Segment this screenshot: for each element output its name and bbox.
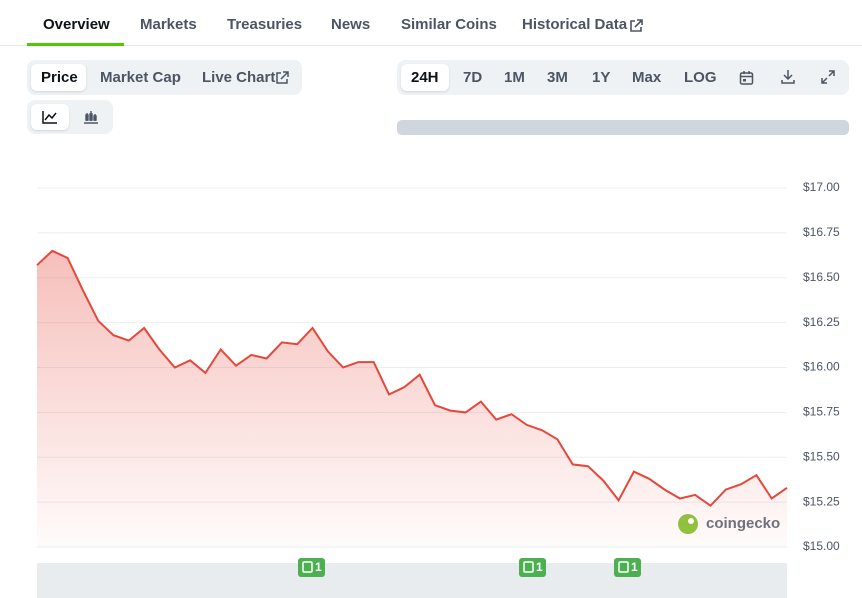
y-tick-label: $16.50 — [803, 270, 840, 284]
range-button[interactable]: 24H — [411, 69, 439, 86]
tab-divider — [0, 45, 862, 46]
y-tick-label: $16.00 — [803, 360, 840, 374]
y-tick-label: $15.00 — [803, 539, 840, 553]
event-icon — [523, 561, 534, 573]
calendar-icon[interactable] — [739, 70, 754, 85]
range-button[interactable]: Max — [632, 69, 662, 86]
range-button[interactable]: 1Y — [592, 69, 611, 86]
y-tick-label: $17.00 — [803, 180, 840, 194]
line-icon — [42, 111, 57, 124]
volume-band — [37, 563, 787, 598]
event-icon — [618, 561, 629, 573]
event-badge[interactable]: 1 — [298, 558, 325, 577]
range-button[interactable]: 3M — [547, 69, 568, 86]
range-button[interactable]: LOG — [684, 69, 717, 86]
download-icon[interactable] — [780, 69, 796, 85]
event-icon — [302, 561, 313, 573]
external-icon — [630, 19, 643, 32]
active-tab-underline — [27, 43, 124, 46]
y-tick-label: $16.25 — [803, 315, 840, 329]
mode-button[interactable]: Live Chart — [202, 69, 276, 86]
event-count: 1 — [315, 560, 322, 574]
range-group — [397, 60, 849, 95]
y-tick-label: $15.25 — [803, 494, 840, 508]
tab[interactable]: Markets — [140, 16, 197, 33]
price-line — [36, 249, 788, 508]
event-count: 1 — [536, 560, 543, 574]
event-badge[interactable]: 1 — [519, 558, 546, 577]
tab[interactable]: Overview — [43, 16, 110, 33]
tab[interactable]: News — [331, 16, 371, 33]
y-tick-label: $16.75 — [803, 225, 840, 239]
active-pill — [31, 64, 86, 91]
range-button[interactable]: 1M — [504, 69, 525, 86]
active-pill — [401, 64, 449, 91]
mode-button[interactable]: Price — [41, 69, 78, 86]
event-count: 1 — [631, 560, 638, 574]
range-slider[interactable] — [397, 120, 849, 135]
y-tick-label: $15.50 — [803, 449, 840, 463]
external-icon — [276, 71, 289, 84]
range-button[interactable]: 7D — [463, 69, 483, 86]
candle-icon[interactable] — [83, 110, 99, 124]
tab[interactable]: Similar Coins — [401, 16, 497, 33]
y-tick-label: $15.75 — [803, 405, 840, 419]
price-area — [37, 250, 787, 548]
expand-icon[interactable] — [820, 69, 836, 85]
tab[interactable]: Historical Data — [522, 16, 628, 33]
mode-button[interactable]: Market Cap — [100, 69, 181, 86]
event-badge[interactable]: 1 — [614, 558, 641, 577]
tab[interactable]: Treasuries — [227, 16, 303, 33]
